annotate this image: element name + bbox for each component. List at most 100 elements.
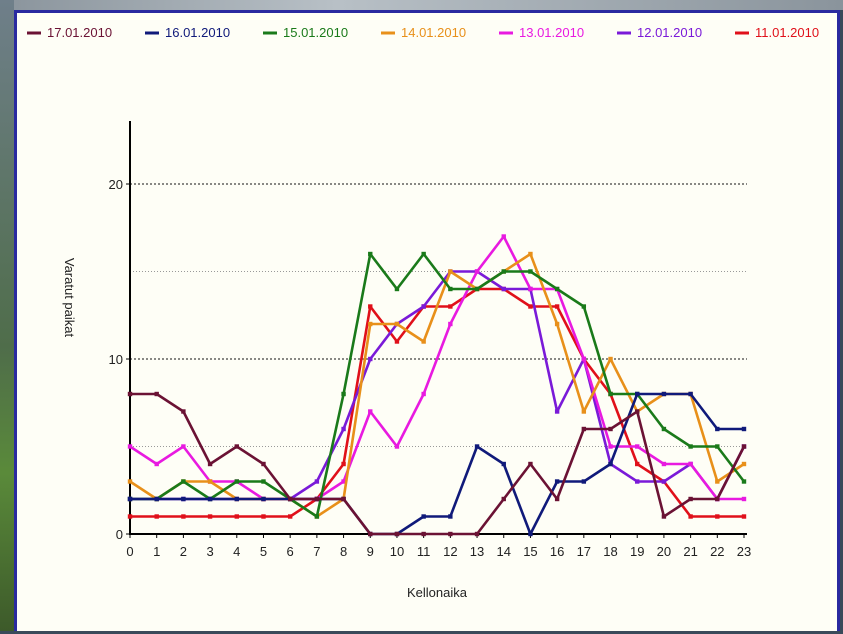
series-line (130, 392, 744, 536)
background-top-strip (0, 0, 843, 10)
data-point (635, 409, 640, 414)
series-group (127, 234, 747, 537)
data-point (741, 479, 747, 484)
legend: 17.01.2010 16.01.2010 15.01.2010 14.01.2010… (27, 25, 819, 40)
y-tick-label: 20 (109, 177, 123, 192)
data-point (181, 496, 186, 502)
data-point (261, 479, 266, 484)
series-line (129, 235, 744, 501)
data-point (368, 321, 373, 327)
data-point (501, 461, 506, 467)
data-point (608, 461, 613, 467)
data-point (287, 496, 293, 502)
data-point (421, 339, 426, 344)
data-point (314, 514, 320, 519)
y-tick-label: 0 (116, 527, 123, 542)
x-tick-label: 6 (287, 544, 294, 559)
grid (130, 183, 747, 447)
data-point (207, 514, 213, 519)
x-tick-label: 7 (313, 544, 320, 559)
data-point (581, 356, 587, 362)
data-point (127, 391, 133, 397)
x-tick-label: 5 (260, 544, 267, 559)
data-point (368, 356, 373, 362)
data-point (741, 444, 747, 449)
series-13.01.2010 (127, 234, 747, 502)
data-point (581, 304, 587, 309)
data-point (528, 286, 533, 292)
series-15.01.2010 (127, 251, 747, 519)
x-tick-label: 15 (523, 544, 537, 559)
legend-item: 17.01.2010 (27, 25, 112, 40)
data-point (688, 444, 693, 449)
data-point (421, 304, 426, 309)
data-point (341, 391, 346, 397)
data-point (581, 479, 587, 484)
x-tick-label: 12 (443, 544, 457, 559)
legend-item: 13.01.2010 (499, 25, 584, 40)
data-point (341, 461, 346, 467)
legend-label: 14.01.2010 (401, 25, 466, 40)
data-point (368, 304, 373, 309)
x-tick-label: 18 (603, 544, 617, 559)
data-point (127, 496, 133, 502)
data-point (368, 251, 373, 257)
data-point (741, 496, 747, 502)
legend-item: 16.01.2010 (145, 25, 230, 40)
data-point (127, 514, 133, 519)
data-point (448, 531, 453, 537)
data-point (234, 496, 239, 502)
data-point (448, 321, 453, 327)
data-point (368, 409, 373, 414)
data-point (181, 479, 186, 484)
x-tick-label: 23 (737, 544, 751, 559)
data-point (501, 496, 506, 502)
data-point (608, 391, 613, 397)
data-point (715, 426, 720, 432)
data-point (207, 461, 213, 467)
data-point (234, 444, 239, 449)
data-point (741, 514, 747, 519)
data-point (448, 304, 453, 309)
data-point (474, 444, 480, 449)
legend-label: 13.01.2010 (519, 25, 584, 40)
data-point (421, 391, 426, 397)
x-tick-label: 16 (550, 544, 564, 559)
data-point (501, 269, 506, 274)
data-point (127, 479, 133, 484)
legend-label: 16.01.2010 (165, 25, 230, 40)
x-tick-label: 21 (683, 544, 697, 559)
data-point (474, 531, 480, 537)
data-point (474, 286, 480, 292)
data-point (394, 531, 400, 537)
data-point (715, 444, 720, 449)
data-point (688, 496, 693, 502)
data-point (261, 496, 266, 502)
data-point (554, 286, 560, 292)
legend-item: 14.01.2010 (381, 25, 466, 40)
data-point (474, 269, 480, 274)
data-point (608, 356, 613, 362)
data-point (635, 391, 640, 397)
data-point (635, 444, 640, 449)
data-point (341, 496, 346, 502)
series-line (129, 252, 745, 518)
x-tick-label: 8 (340, 544, 347, 559)
x-axis-label: Kellonaika (407, 585, 468, 600)
data-point (635, 479, 640, 484)
data-point (127, 444, 133, 449)
data-point (394, 286, 400, 292)
data-point (154, 514, 159, 519)
x-tick-label: 4 (233, 544, 240, 559)
data-point (421, 514, 426, 519)
data-point (688, 514, 693, 519)
data-point (688, 461, 693, 467)
series-11.01.2010 (127, 286, 747, 519)
data-point (501, 286, 506, 292)
data-point (421, 531, 426, 537)
data-point (394, 321, 400, 327)
x-tick-label: 9 (367, 544, 374, 559)
data-point (341, 479, 346, 484)
data-point (581, 409, 587, 414)
data-point (314, 479, 320, 484)
